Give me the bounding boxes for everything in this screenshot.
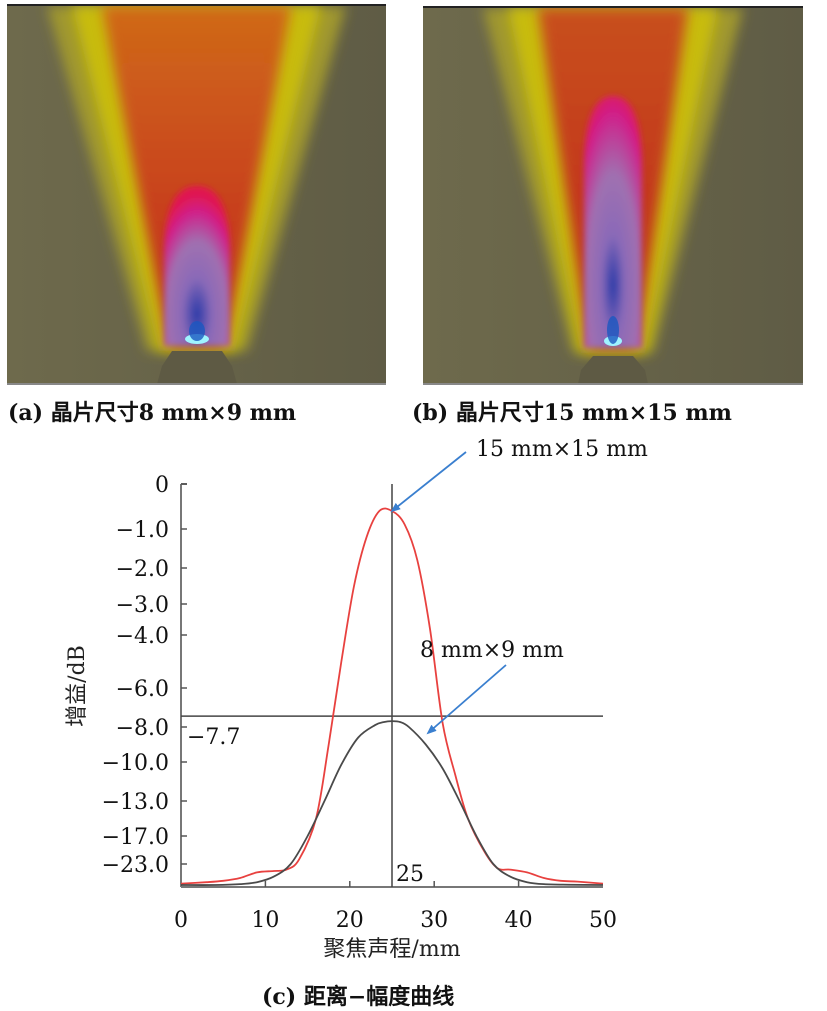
panel-a-caption: (a) 晶片尺寸8 mm×9 mm: [8, 400, 297, 426]
y-tick-label: −10.0: [102, 751, 169, 776]
x-tick-label: 0: [174, 908, 188, 933]
x-tick-label: 40: [505, 908, 533, 933]
reference-label-horizontal: −7.7: [187, 725, 240, 750]
panel-a-field-graphic: [7, 6, 386, 384]
y-tick-label: −8.0: [116, 716, 169, 741]
annotation-15x15-arrow: [390, 451, 467, 513]
annotation-8x9-arrow: [426, 664, 507, 735]
y-tick-label: −1.0: [116, 518, 169, 543]
x-tick-label: 50: [589, 908, 617, 933]
y-tick-label: −13.0: [102, 790, 169, 815]
series-line-8x9: [180, 720, 604, 886]
panel-a-bottom-border: [7, 383, 386, 385]
reference-lines: −7.7 25: [181, 484, 603, 887]
panel-b-top-border: [423, 6, 803, 8]
panel-b-simulation-image: [423, 8, 803, 384]
panel-c-caption: (c) 距离−幅度曲线: [262, 984, 455, 1010]
x-tick-label: 20: [336, 908, 364, 933]
chart-annotations: 15 mm×15 mm 8 mm×9 mm: [390, 437, 648, 735]
panel-b-field-graphic: [423, 8, 803, 384]
reference-label-vertical: 25: [396, 862, 424, 887]
x-tick-label: 30: [420, 908, 448, 933]
y-tick-label: −17.0: [102, 825, 169, 850]
chart-ticks: 0 −1.0 −2.0 −3.0 −4.0 −6.0 −8.0 −10.0 −13.0 −17.0…: [102, 473, 617, 933]
x-axis-title: 聚焦声程/mm: [323, 937, 460, 962]
y-tick-label: −6.0: [116, 677, 169, 702]
x-tick-label: 10: [251, 908, 279, 933]
y-tick-label: 0: [155, 473, 169, 498]
y-tick-label: −2.0: [116, 557, 169, 582]
y-tick-label: −23.0: [102, 853, 169, 878]
y-tick-label: −3.0: [116, 593, 169, 618]
panel-a-simulation-image: [7, 6, 386, 384]
y-axis-title: 增益/dB: [65, 645, 90, 727]
panel-b-bottom-border: [423, 383, 803, 385]
annotation-8x9-label: 8 mm×9 mm: [420, 638, 564, 663]
annotation-15x15-label: 15 mm×15 mm: [476, 437, 648, 462]
panel-b-caption: (b) 晶片尺寸15 mm×15 mm: [412, 400, 732, 426]
panel-a-top-border: [7, 4, 386, 6]
y-tick-label: −4.0: [116, 624, 169, 649]
